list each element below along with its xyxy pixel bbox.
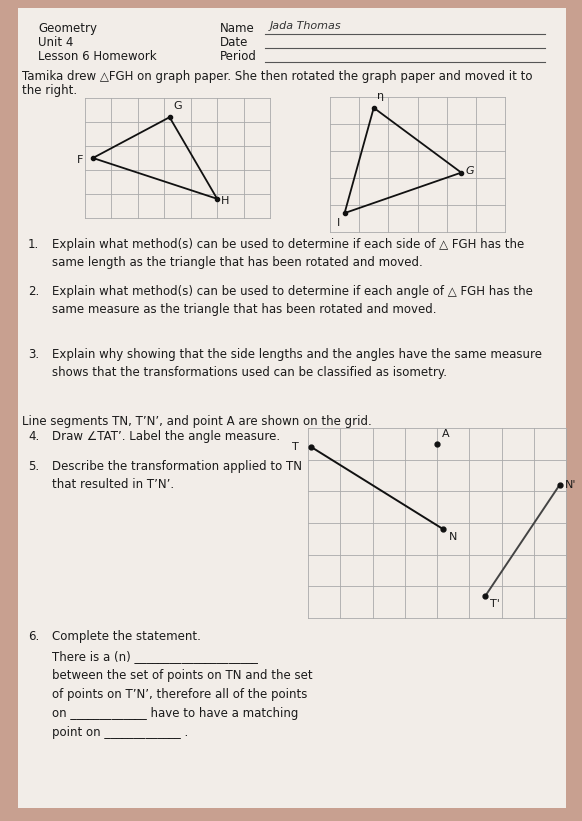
Text: 4.: 4. bbox=[28, 430, 39, 443]
Text: 6.: 6. bbox=[28, 630, 39, 643]
Text: F: F bbox=[77, 155, 83, 165]
Text: Geometry: Geometry bbox=[38, 22, 97, 35]
Text: 2.: 2. bbox=[28, 285, 39, 298]
Text: Date: Date bbox=[220, 36, 249, 49]
Text: 1.: 1. bbox=[28, 238, 39, 251]
Text: I: I bbox=[338, 218, 340, 228]
Text: N': N' bbox=[565, 480, 576, 490]
Text: Period: Period bbox=[220, 50, 257, 63]
Text: Tamika drew △FGH on graph paper. She then rotated the graph paper and moved it t: Tamika drew △FGH on graph paper. She the… bbox=[22, 70, 533, 83]
Text: H: H bbox=[221, 195, 229, 206]
Text: There is a (n) _____________________
between the set of points on TN and the set: There is a (n) _____________________ bet… bbox=[52, 650, 313, 739]
Text: N: N bbox=[449, 532, 457, 543]
Text: Describe the transformation applied to TN
that resulted in T’N’.: Describe the transformation applied to T… bbox=[52, 460, 302, 491]
Text: 3.: 3. bbox=[28, 348, 39, 361]
Text: Explain why showing that the side lengths and the angles have the same measure
s: Explain why showing that the side length… bbox=[52, 348, 542, 379]
Text: the right.: the right. bbox=[22, 84, 77, 97]
Text: T: T bbox=[293, 442, 299, 452]
Text: Jada Thomas: Jada Thomas bbox=[270, 21, 342, 31]
Text: η: η bbox=[377, 91, 384, 101]
Text: 5.: 5. bbox=[28, 460, 39, 473]
Text: Lesson 6 Homework: Lesson 6 Homework bbox=[38, 50, 157, 63]
Text: Complete the statement.: Complete the statement. bbox=[52, 630, 201, 643]
Text: A: A bbox=[442, 429, 450, 439]
FancyBboxPatch shape bbox=[18, 8, 566, 808]
Text: Unit 4: Unit 4 bbox=[38, 36, 73, 49]
Text: Line segments TN, T’N’, and point A are shown on the grid.: Line segments TN, T’N’, and point A are … bbox=[22, 415, 372, 428]
Text: T': T' bbox=[491, 599, 501, 609]
Text: G: G bbox=[173, 101, 182, 111]
Text: Draw ∠TAT’. Label the angle measure.: Draw ∠TAT’. Label the angle measure. bbox=[52, 430, 280, 443]
Text: Explain what method(s) can be used to determine if each side of △ FGH has the
sa: Explain what method(s) can be used to de… bbox=[52, 238, 524, 269]
Text: Explain what method(s) can be used to determine if each angle of △ FGH has the
s: Explain what method(s) can be used to de… bbox=[52, 285, 533, 316]
Text: Name: Name bbox=[220, 22, 255, 35]
Text: G: G bbox=[465, 166, 474, 176]
